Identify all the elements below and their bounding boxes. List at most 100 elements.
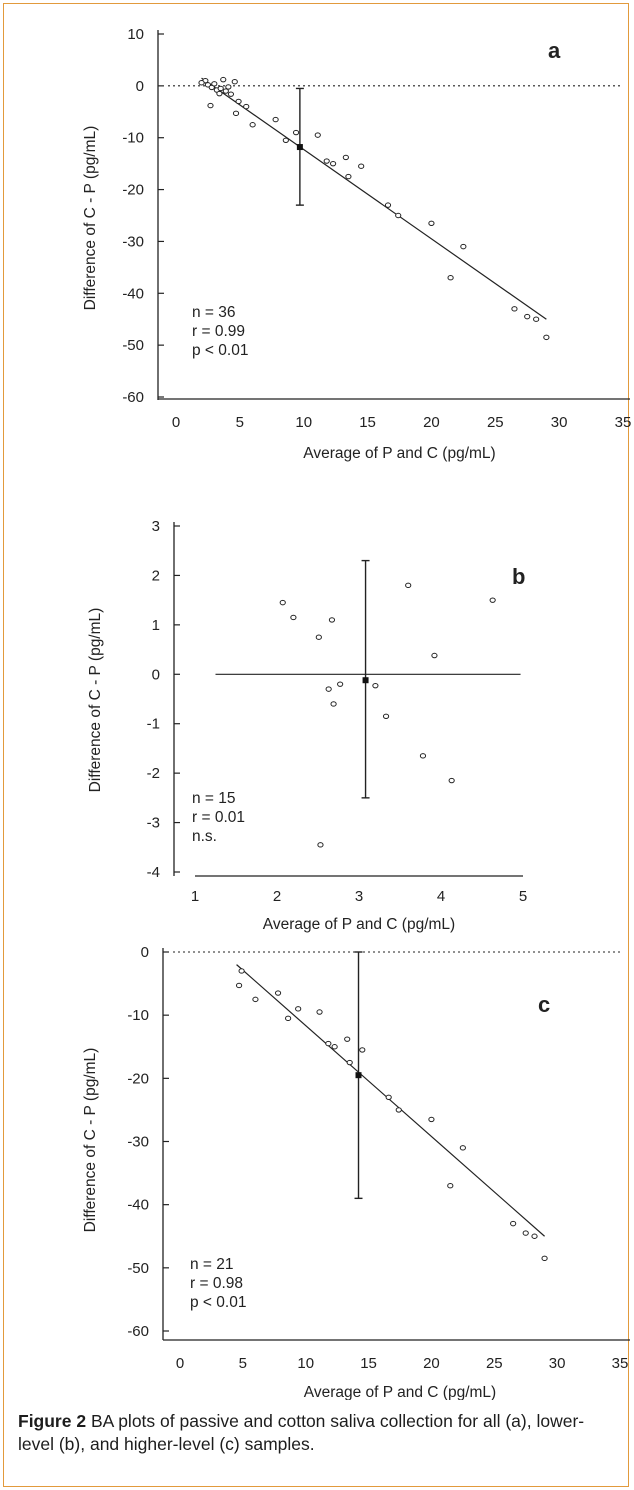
y-tick-label: 0 xyxy=(136,78,144,95)
x-tick-label: 15 xyxy=(359,414,376,431)
x-tick-label: 25 xyxy=(487,414,504,431)
x-tick-label: 20 xyxy=(423,1355,440,1372)
y-tick-label: 2 xyxy=(152,567,160,584)
data-point xyxy=(216,90,223,97)
stat-text: p < 0.01 xyxy=(192,342,248,359)
data-point xyxy=(385,1094,392,1100)
y-tick-label: 10 xyxy=(127,26,144,43)
stat-text: n.s. xyxy=(192,828,217,845)
regression-line xyxy=(236,964,545,1237)
y-axis-title: Difference of C - P (pg/mL) xyxy=(87,608,104,793)
data-point xyxy=(447,1183,454,1189)
data-point xyxy=(346,1059,353,1066)
data-point xyxy=(292,129,300,136)
panel-label: b xyxy=(512,564,525,589)
y-tick-label: -3 xyxy=(147,815,160,832)
data-point xyxy=(511,306,518,312)
stat-text: r = 0.98 xyxy=(190,1275,243,1292)
mean-point xyxy=(362,677,369,684)
stat-text: r = 0.99 xyxy=(192,323,245,340)
data-point xyxy=(243,103,250,110)
data-point xyxy=(279,599,286,606)
data-point xyxy=(198,80,205,86)
data-point xyxy=(329,160,337,167)
y-tick-label: -40 xyxy=(122,285,144,302)
data-point xyxy=(225,84,232,90)
regression-line xyxy=(201,77,547,320)
data-point xyxy=(272,116,279,123)
data-point xyxy=(325,1040,332,1047)
data-point xyxy=(533,316,540,322)
data-point xyxy=(249,122,256,128)
data-point xyxy=(252,996,259,1003)
x-tick-label: 20 xyxy=(423,414,440,431)
data-point xyxy=(217,85,224,92)
y-tick-label: -30 xyxy=(122,233,144,250)
data-point xyxy=(384,202,392,208)
data-point xyxy=(314,132,321,138)
x-tick-label: 25 xyxy=(486,1355,503,1372)
y-tick-label: -50 xyxy=(122,337,144,354)
y-tick-label: -1 xyxy=(147,716,160,733)
y-tick-label: -10 xyxy=(127,1007,149,1024)
data-point xyxy=(489,597,496,603)
data-point xyxy=(395,212,402,219)
x-axis-title: Average of P and C (pg/mL) xyxy=(304,1384,496,1400)
y-tick-label: -40 xyxy=(127,1197,149,1214)
chart-panel-c: 0 -10 -20 -30 -40 -50 -60 0 5 10 15 20 25 30 35 Average… xyxy=(82,944,630,1400)
stat-text: p < 0.01 xyxy=(190,1294,246,1311)
data-point xyxy=(207,102,214,109)
data-point xyxy=(359,1047,366,1053)
x-tick-label: 10 xyxy=(297,1355,314,1372)
x-tick-label: 0 xyxy=(172,414,180,431)
data-point xyxy=(227,91,235,97)
data-point xyxy=(316,1009,323,1015)
x-tick-label: 30 xyxy=(551,414,568,431)
y-tick-label: 3 xyxy=(152,518,160,535)
y-axis-title: Difference of C - P (pg/mL) xyxy=(82,1048,99,1233)
data-point xyxy=(315,634,322,640)
y-tick-label: -2 xyxy=(147,765,160,782)
y-axis-title: Difference of C - P (pg/mL) xyxy=(82,126,99,311)
data-point xyxy=(543,334,550,341)
data-point xyxy=(395,1107,402,1113)
data-point xyxy=(328,617,336,623)
figure-frame xyxy=(3,3,629,1487)
mean-point xyxy=(296,144,303,151)
x-tick-label: 15 xyxy=(360,1355,377,1372)
data-point xyxy=(524,313,531,320)
stat-text: r = 0.01 xyxy=(192,809,245,826)
y-tick-label: 1 xyxy=(152,617,160,634)
x-tick-label: 1 xyxy=(191,888,199,905)
data-point xyxy=(337,681,344,687)
x-tick-label: 10 xyxy=(295,414,312,431)
y-tick-label: -20 xyxy=(122,182,144,199)
x-tick-label: 30 xyxy=(549,1355,566,1372)
data-point xyxy=(235,982,243,989)
data-point xyxy=(510,1220,517,1227)
data-point xyxy=(222,88,229,94)
x-tick-label: 2 xyxy=(273,888,281,905)
caption-label: Figure 2 xyxy=(18,1411,87,1431)
figure-caption: Figure 2 BA plots of passive and cotton … xyxy=(18,1410,618,1456)
data-point xyxy=(448,777,455,784)
data-point xyxy=(372,682,379,689)
y-tick-label: -10 xyxy=(122,130,144,147)
x-tick-label: 5 xyxy=(239,1355,247,1372)
y-tick-label: 0 xyxy=(141,944,149,961)
data-point xyxy=(274,990,282,996)
figure-plots: 100-10-20-30-40-50-600 5 10 15 20 25 30 35Avera… xyxy=(82,26,631,1400)
y-tick-label: -30 xyxy=(127,1134,149,1151)
data-point xyxy=(331,1044,338,1050)
data-point xyxy=(419,753,427,759)
data-point xyxy=(460,243,467,250)
y-tick-label: 0 xyxy=(152,666,160,683)
stat-text: n = 36 xyxy=(192,304,236,321)
x-tick-label: 0 xyxy=(176,1355,184,1372)
chart-panel-b: 3 2 1 0 -1 -2 -3 -4 1 2 3 4 5 Average of P and C (pg/… xyxy=(87,518,527,933)
data-point xyxy=(235,98,242,105)
y-tick-label: -50 xyxy=(127,1260,149,1277)
y-tick-label: -60 xyxy=(127,1323,149,1340)
data-point xyxy=(405,582,412,589)
data-point xyxy=(342,154,349,161)
